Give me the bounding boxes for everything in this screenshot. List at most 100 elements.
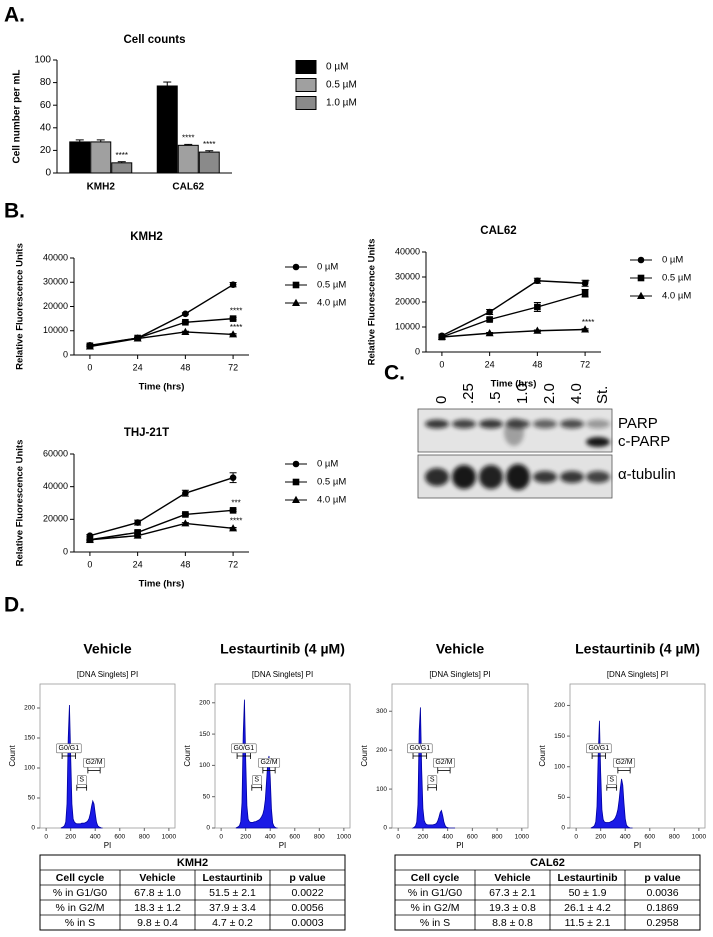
x-tick-label: 0	[87, 559, 92, 569]
gate-label: G0/G1	[59, 745, 80, 752]
y-tick-label: 200	[376, 747, 387, 754]
x-axis-label: PI	[104, 841, 112, 850]
marker	[292, 478, 300, 486]
y-tick-label: 10000	[395, 321, 420, 331]
blot-band	[560, 471, 584, 483]
marker	[134, 519, 141, 526]
legend-label: 0 µM	[326, 62, 348, 73]
marker	[133, 531, 142, 539]
significance: ***	[231, 498, 240, 507]
table-cell: 37.9 ± 3.4	[209, 902, 256, 914]
table-title: KMH2	[177, 857, 208, 869]
x-tick-label: CAL62	[172, 182, 204, 193]
chart-title: CAL62	[480, 225, 516, 237]
marker	[229, 315, 237, 322]
blot-band	[586, 471, 610, 483]
y-tick-label: 0	[63, 546, 68, 556]
gate-label: S	[79, 777, 84, 784]
x-tick-label: 0	[44, 834, 48, 841]
x-axis-label: Time (hrs)	[139, 382, 185, 393]
marker	[85, 535, 94, 543]
blot-band	[533, 471, 557, 483]
y-tick-label: 0	[206, 825, 210, 832]
blot-band	[452, 465, 476, 489]
line	[89, 284, 234, 346]
marker	[133, 334, 142, 342]
lane-label: St.	[594, 386, 611, 404]
x-tick-label: 400	[620, 834, 631, 841]
marker	[292, 495, 300, 503]
lane-label: 2.0	[541, 383, 558, 404]
bar	[111, 162, 133, 174]
plot-frame	[214, 683, 351, 829]
table-cell: 11.5 ± 2.1	[565, 917, 611, 929]
plot-frame	[39, 683, 176, 829]
gate-label-box	[252, 775, 262, 785]
x-tick-label: 200	[595, 834, 606, 841]
x-tick-label: 0	[396, 834, 400, 841]
marker	[486, 308, 493, 316]
y-tick-label: 100	[554, 763, 565, 770]
table-cell: 67.8 ± 1.0	[134, 887, 181, 899]
gate-label-box	[258, 757, 281, 768]
legend-label: 4.0 µM	[317, 298, 346, 309]
plot-title: [DNA Singlets] PI	[77, 670, 138, 679]
marker	[292, 263, 300, 271]
x-tick-label: 1000	[337, 834, 352, 841]
table-header: p value	[289, 872, 325, 884]
gate-label-box	[56, 743, 82, 754]
y-tick-label: 30000	[395, 271, 420, 281]
panel-label: B.	[4, 200, 25, 223]
panel-label: D.	[4, 594, 25, 617]
gate-label-box	[231, 743, 257, 754]
y-tick-label: 30000	[43, 277, 68, 287]
table-frame	[394, 854, 701, 931]
x-tick-label: 0	[574, 834, 578, 841]
marker	[533, 326, 542, 334]
plot-title: [DNA Singlets] PI	[252, 670, 313, 679]
x-tick-label: 600	[644, 834, 655, 841]
gate-label-box	[433, 757, 455, 768]
marker	[182, 310, 189, 318]
significance: ****	[582, 318, 594, 327]
x-tick-label: 800	[492, 834, 503, 841]
marker	[581, 289, 589, 297]
marker	[229, 330, 238, 338]
y-tick-label: 200	[199, 700, 210, 707]
blot-band	[452, 419, 476, 429]
lane-label: 4.0	[568, 383, 585, 404]
x-tick-label: 24	[133, 362, 143, 372]
marker	[229, 507, 237, 514]
table-cell: 9.8 ± 0.4	[137, 917, 178, 929]
gate-label-box	[407, 743, 433, 754]
x-tick-label: 0	[219, 834, 223, 841]
lane-label: .5	[487, 391, 504, 404]
gate-label: S	[430, 777, 435, 784]
x-tick-label: 24	[485, 359, 495, 369]
marker	[292, 281, 300, 289]
legend-swatch	[295, 78, 317, 92]
legend-swatch	[295, 96, 317, 110]
legend-label: 0.5 µM	[662, 273, 691, 284]
y-axis-label: Relative Fluorescence Units	[15, 243, 26, 370]
x-tick-label: 800	[314, 834, 325, 841]
table-header: Lestaurtinib	[557, 872, 617, 884]
marker	[182, 318, 189, 326]
x-axis-label: PI	[634, 841, 642, 850]
gate-label-box	[77, 775, 87, 785]
y-tick-label: 20000	[43, 514, 68, 524]
x-axis-label: PI	[279, 841, 287, 850]
y-tick-label: 200	[24, 705, 35, 712]
y-axis-label: Relative Fluorescence Units	[15, 440, 26, 567]
gate-label: G0/G1	[410, 745, 431, 752]
blot-band	[586, 419, 610, 429]
y-tick-label: 50	[28, 795, 36, 802]
y-axis-label: Cell number per mL	[12, 70, 23, 164]
gate-label-box	[613, 757, 636, 768]
significance: ****	[116, 151, 128, 160]
marker	[534, 277, 541, 285]
y-tick-label: 40	[40, 122, 52, 133]
x-tick-label: 800	[669, 834, 680, 841]
gate-label: G2/M	[260, 759, 277, 766]
gate-label: S	[609, 777, 614, 784]
